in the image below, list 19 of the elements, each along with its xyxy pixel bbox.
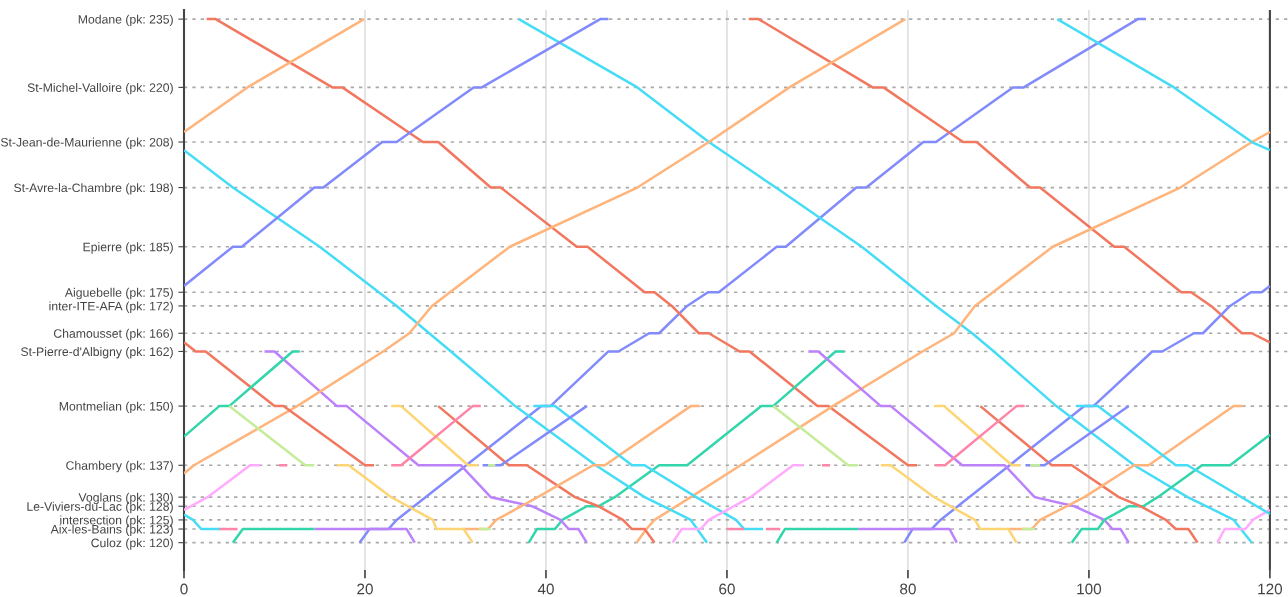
- x-tick-label: 20: [357, 583, 373, 595]
- y-tick-label: Montmelian (pk: 150): [59, 401, 173, 414]
- y-tick-label: Culoz (pk: 120): [91, 538, 173, 550]
- y-tick-label: St-Michel-Valloire (pk: 220): [27, 82, 173, 95]
- y-tick-label: Epierre (pk: 185): [83, 242, 173, 254]
- y-tick-label: St-Avre-la-Chambre (pk: 198): [14, 183, 173, 195]
- y-tick-label: Modane (pk: 235): [78, 14, 173, 27]
- x-tick-label: 60: [719, 583, 735, 595]
- y-tick-label: Aiguebelle (pk: 175): [64, 287, 173, 300]
- y-tick-label: St-Jean-de-Maurienne (pk: 208): [0, 137, 173, 149]
- x-tick-label: 80: [900, 583, 916, 595]
- x-tick-label: 40: [537, 583, 554, 595]
- y-tick-label: St-Pierre-d'Albigny (pk: 162): [21, 347, 173, 359]
- x-tick-label: 100: [1077, 583, 1102, 595]
- y-tick-label: Chambery (pk: 137): [66, 460, 173, 473]
- y-tick-label: inter-ITE-AFA (pk: 172): [49, 301, 173, 313]
- y-tick-label: Chamousset (pk: 166): [53, 328, 173, 341]
- x-tick-label: 120: [1258, 583, 1283, 595]
- x-tick-label: 0: [180, 583, 188, 595]
